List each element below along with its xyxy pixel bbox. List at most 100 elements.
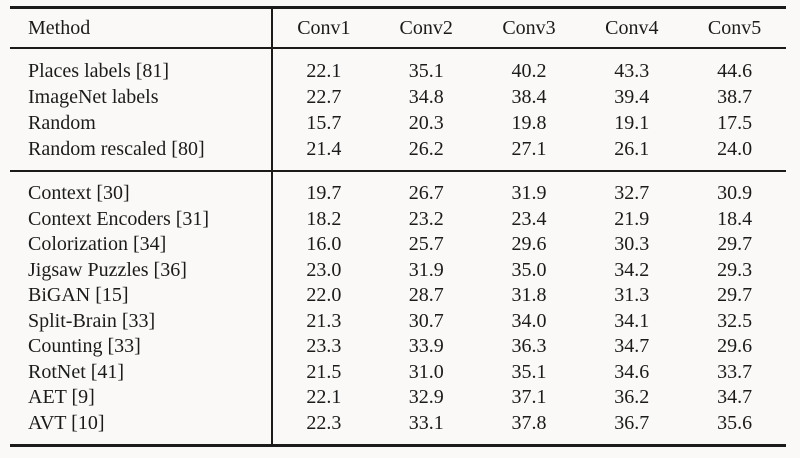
value-cell: 20.3: [408, 112, 444, 134]
value-cell: 34.6: [614, 360, 650, 383]
value-cell: 23.4: [511, 207, 547, 230]
value-cell: 33.9: [408, 335, 444, 357]
method-cell: AET [9]: [28, 386, 95, 408]
table-row: RotNet [41] 21.5 31.0 35.1 34.6 33.7: [10, 359, 786, 385]
value-cell: 21.3: [271, 308, 375, 334]
value-cell: 26.2: [408, 138, 444, 160]
value-cell: 30.3: [614, 233, 650, 255]
value-cell: 22.7: [271, 84, 375, 110]
value-cell: 29.7: [717, 233, 753, 255]
method-cell: BiGAN [15]: [28, 284, 129, 306]
value-cell: 31.9: [511, 182, 547, 204]
value-cell: 43.3: [614, 60, 650, 82]
value-cell: 33.1: [408, 411, 444, 434]
value-cell: 38.4: [511, 86, 547, 108]
value-cell: 22.0: [271, 283, 375, 309]
table-row: AVT [10] 22.3 33.1 37.8 36.7 35.6: [10, 410, 786, 446]
value-cell: 34.1: [614, 309, 650, 332]
value-cell: 44.6: [717, 60, 753, 82]
value-cell: 23.2: [408, 207, 444, 230]
value-cell: 29.3: [717, 258, 753, 281]
method-cell: Jigsaw Puzzles [36]: [28, 258, 187, 281]
method-cell: Places labels [81]: [28, 60, 170, 82]
value-cell: 35.6: [717, 411, 753, 434]
value-cell: 19.7: [271, 171, 375, 207]
table-row: Split-Brain [33] 21.3 30.7 34.0 34.1 32.5: [10, 308, 786, 334]
column-header: Conv2: [374, 7, 478, 49]
value-cell: 18.2: [271, 206, 375, 232]
value-cell: 21.4: [271, 136, 375, 171]
column-header: Conv3: [477, 7, 581, 49]
value-cell: 25.7: [408, 233, 444, 255]
value-cell: 24.0: [717, 138, 753, 160]
table-row: Counting [33] 23.3 33.9 36.3 34.7 29.6: [10, 334, 786, 360]
table-row: Colorization [34] 16.0 25.7 29.6 30.3 29.7: [10, 232, 786, 258]
table-header: Method Conv1 Conv2 Conv3 Conv4 Conv5: [10, 7, 786, 49]
value-cell: 31.3: [614, 284, 650, 306]
method-column-header: Method: [10, 7, 272, 49]
value-cell: 22.1: [271, 48, 375, 84]
method-cell: ImageNet labels: [28, 86, 159, 108]
value-cell: 18.4: [717, 207, 753, 230]
value-cell: 22.1: [271, 385, 375, 411]
table-row: Jigsaw Puzzles [36] 23.0 31.9 35.0 34.2 29.3: [10, 257, 786, 283]
table-row: Places labels [81] 22.1 35.1 40.2 43.3 44.6: [10, 48, 786, 84]
value-cell: 36.7: [614, 411, 650, 434]
value-cell: 30.7: [408, 309, 444, 332]
value-cell: 29.6: [511, 233, 547, 255]
results-table-figure: Method Conv1 Conv2 Conv3 Conv4 Conv5 Places l…: [10, 6, 786, 447]
value-cell: 32.7: [614, 182, 650, 204]
value-cell: 17.5: [717, 112, 753, 134]
value-cell: 36.2: [614, 386, 650, 408]
value-cell: 21.9: [614, 207, 650, 230]
value-cell: 31.0: [408, 360, 444, 383]
value-cell: 21.5: [271, 359, 375, 385]
table-row: Random 15.7 20.3 19.8 19.1 17.5: [10, 110, 786, 136]
method-cell: AVT [10]: [28, 411, 105, 434]
value-cell: 29.6: [717, 335, 753, 357]
value-cell: 32.5: [717, 309, 753, 332]
method-cell: Split-Brain [33]: [28, 309, 156, 332]
method-cell: Counting [33]: [28, 335, 141, 357]
value-cell: 35.0: [511, 258, 547, 281]
column-header: Conv1: [271, 7, 375, 49]
value-cell: 31.8: [511, 284, 547, 306]
value-cell: 34.8: [408, 86, 444, 108]
value-cell: 19.1: [614, 112, 650, 134]
value-cell: 19.8: [511, 112, 547, 134]
value-cell: 35.1: [511, 360, 547, 383]
value-cell: 32.9: [408, 386, 444, 408]
value-cell: 23.0: [271, 257, 375, 283]
value-cell: 26.1: [614, 138, 650, 160]
results-table: Method Conv1 Conv2 Conv3 Conv4 Conv5 Places l…: [10, 6, 786, 447]
value-cell: 29.7: [717, 284, 753, 306]
value-cell: 28.7: [408, 284, 444, 306]
method-cell: RotNet [41]: [28, 360, 125, 383]
value-cell: 26.7: [408, 182, 444, 204]
value-cell: 34.2: [614, 258, 650, 281]
value-cell: 27.1: [511, 138, 547, 160]
value-cell: 34.0: [511, 309, 547, 332]
table-row: Random rescaled [80] 21.4 26.2 27.1 26.1 24.0: [10, 136, 786, 171]
method-cell: Colorization [34]: [28, 233, 167, 255]
table-row: BiGAN [15] 22.0 28.7 31.8 31.3 29.7: [10, 283, 786, 309]
value-cell: 31.9: [408, 258, 444, 281]
value-cell: 23.3: [271, 334, 375, 360]
table-section: Places labels [81] 22.1 35.1 40.2 43.3 44.6 Im…: [10, 48, 786, 171]
value-cell: 37.8: [511, 411, 547, 434]
value-cell: 34.7: [717, 386, 753, 408]
column-header: Conv5: [683, 7, 786, 49]
value-cell: 35.1: [408, 60, 444, 82]
table-row: ImageNet labels 22.7 34.8 38.4 39.4 38.7: [10, 84, 786, 110]
value-cell: 36.3: [511, 335, 547, 357]
column-header: Conv4: [580, 7, 684, 49]
table-row: Context [30] 19.7 26.7 31.9 32.7 30.9: [10, 171, 786, 207]
value-cell: 37.1: [511, 386, 547, 408]
value-cell: 40.2: [511, 60, 547, 82]
table-row: AET [9] 22.1 32.9 37.1 36.2 34.7: [10, 385, 786, 411]
value-cell: 39.4: [614, 86, 650, 108]
method-cell: Context Encoders [31]: [28, 207, 210, 230]
value-cell: 38.7: [717, 86, 753, 108]
value-cell: 15.7: [271, 110, 375, 136]
table-section: Context [30] 19.7 26.7 31.9 32.7 30.9 Context …: [10, 171, 786, 446]
